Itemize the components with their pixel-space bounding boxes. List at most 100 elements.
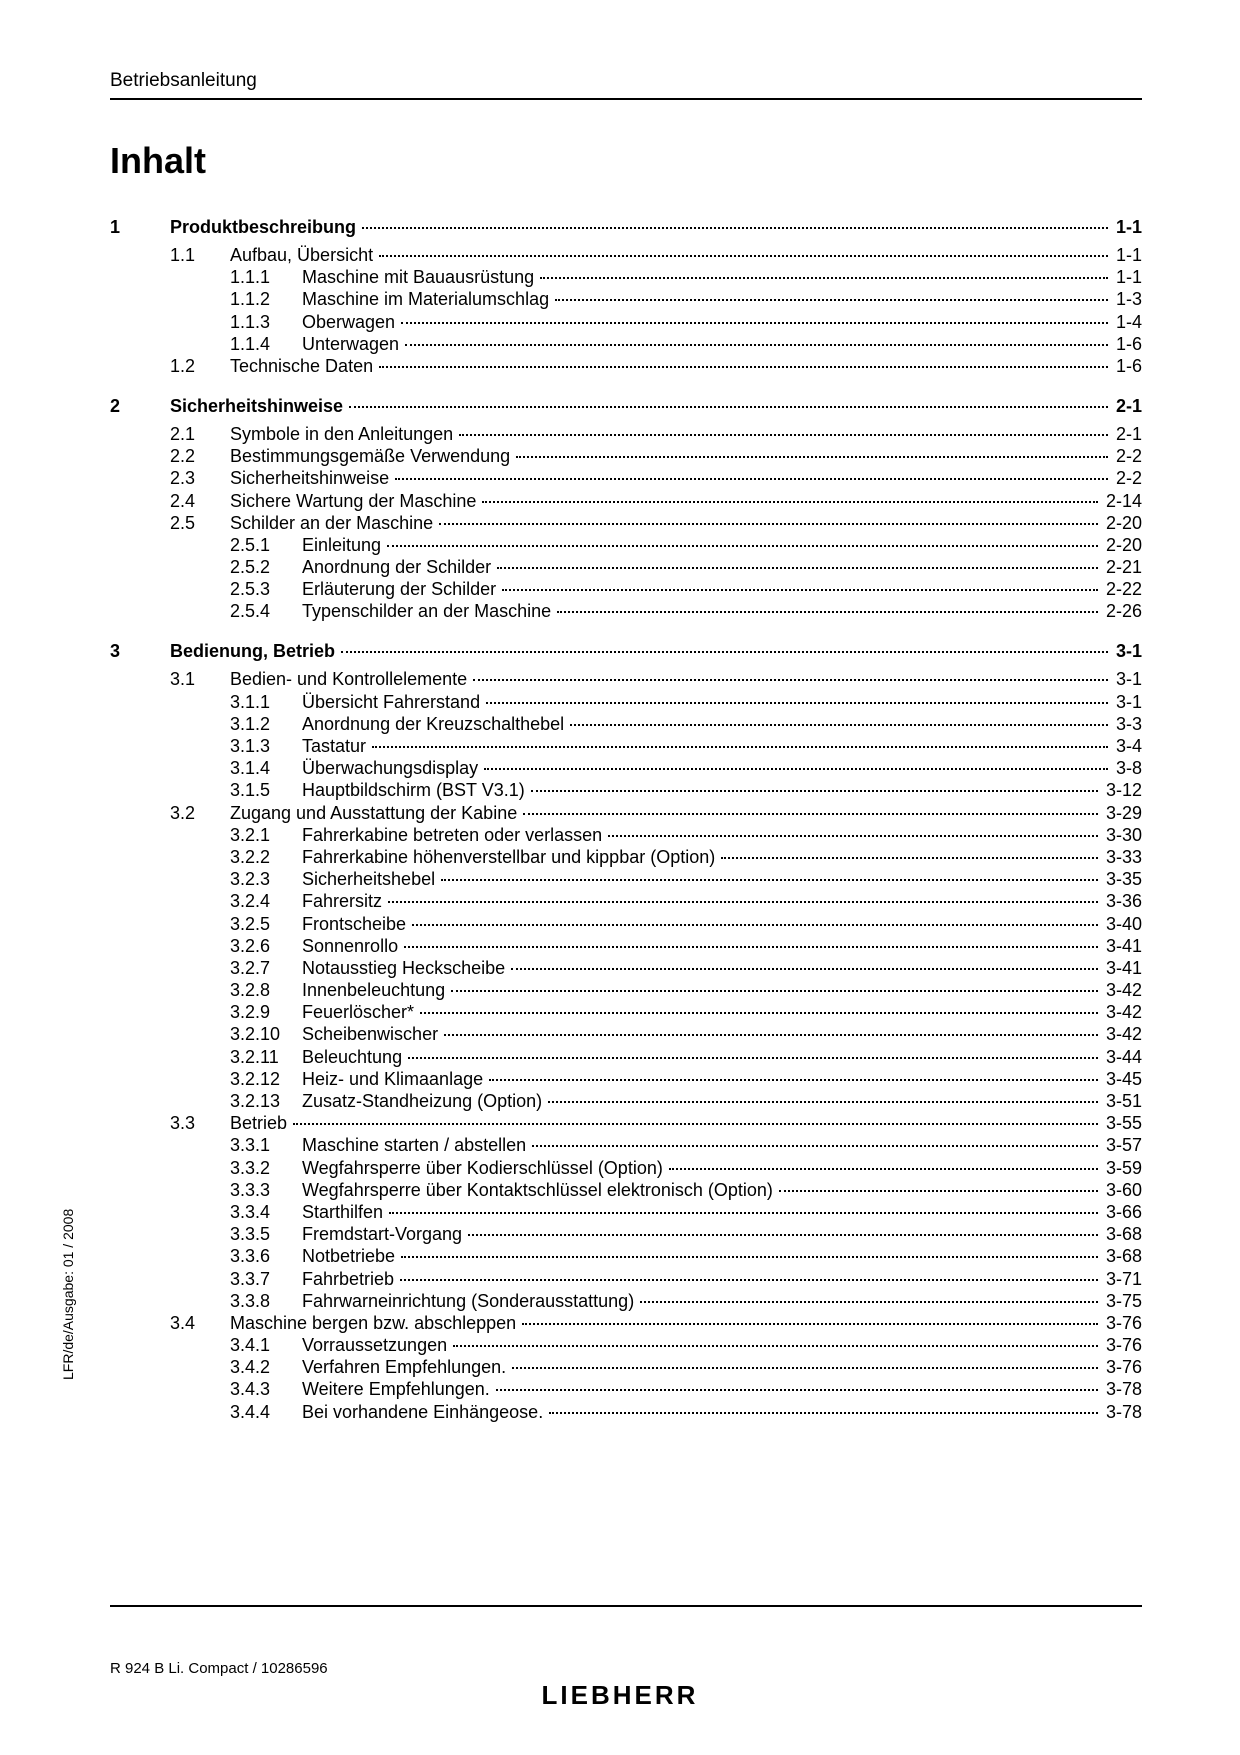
toc-entry-title: Sicherheitshinweise (170, 397, 347, 415)
toc-page-number: 3-59 (1100, 1159, 1142, 1177)
toc-row: 1.1.1Maschine mit Bauausrüstung1-1 (110, 268, 1142, 286)
toc-row: 1.1.4Unterwagen1-6 (110, 335, 1142, 353)
toc-section-number: 2.3 (170, 469, 230, 487)
toc-leader (451, 990, 1098, 992)
table-of-contents: 1Produktbeschreibung1-11.1Aufbau, Übersi… (110, 218, 1142, 1421)
toc-page-number: 2-14 (1100, 492, 1142, 510)
toc-entry-title: Fahrerkabine betreten oder verlassen (302, 826, 606, 844)
toc-row: 3.2.12Heiz- und Klimaanlage3-45 (110, 1070, 1142, 1088)
toc-leader (522, 1323, 1098, 1325)
toc-leader (387, 545, 1098, 547)
toc-row: 3.2.10Scheibenwischer 3-42 (110, 1025, 1142, 1043)
toc-leader (608, 835, 1098, 837)
toc-subsection-number: 3.2.1 (230, 826, 302, 844)
toc-subsection-number: 2.5.3 (230, 580, 302, 598)
toc-page-number: 2-2 (1110, 469, 1142, 487)
toc-entry-title: Technische Daten (230, 357, 377, 375)
toc-entry-title: Heiz- und Klimaanlage (302, 1070, 487, 1088)
toc-page-number: 1-1 (1110, 246, 1142, 264)
toc-row: 2.4Sichere Wartung der Maschine2-14 (110, 492, 1142, 510)
toc-row: 1.2Technische Daten1-6 (110, 357, 1142, 375)
toc-entry-title: Maschine bergen bzw. abschleppen (230, 1314, 520, 1332)
toc-leader (531, 790, 1098, 792)
toc-row: 3.2.4Fahrersitz3-36 (110, 892, 1142, 910)
toc-page-number: 3-41 (1100, 937, 1142, 955)
toc-leader (388, 901, 1098, 903)
toc-section-number: 3.1 (170, 670, 230, 688)
toc-subsection-number: 1.1.1 (230, 268, 302, 286)
toc-leader (341, 651, 1108, 653)
toc-leader (401, 1256, 1098, 1258)
toc-page-number: 3-57 (1100, 1136, 1142, 1154)
toc-leader (441, 879, 1098, 881)
toc-page-number: 3-12 (1100, 781, 1142, 799)
toc-page-number: 3-1 (1110, 693, 1142, 711)
toc-section-number: 1.2 (170, 357, 230, 375)
toc-subsection-number: 3.1.4 (230, 759, 302, 777)
toc-leader (395, 478, 1108, 480)
toc-entry-title: Beleuchtung (302, 1048, 406, 1066)
toc-chapter-number: 1 (110, 218, 170, 236)
toc-entry-title: Scheibenwischer (302, 1025, 442, 1043)
toc-entry-title: Wegfahrsperre über Kodierschlüssel (Opti… (302, 1159, 667, 1177)
toc-entry-title: Zugang und Ausstattung der Kabine (230, 804, 521, 822)
toc-row: 3.2.7Notausstieg Heckscheibe3-41 (110, 959, 1142, 977)
toc-subsection-number: 1.1.4 (230, 335, 302, 353)
toc-subsection-number: 3.4.4 (230, 1403, 302, 1421)
toc-row: 3.1.5Hauptbildschirm (BST V3.1)3-12 (110, 781, 1142, 799)
toc-page-number: 3-30 (1100, 826, 1142, 844)
toc-page-number: 3-1 (1110, 670, 1142, 688)
toc-row: 3.4.1Vorraussetzungen3-76 (110, 1336, 1142, 1354)
toc-entry-title: Vorraussetzungen (302, 1336, 451, 1354)
toc-entry-title: Unterwagen (302, 335, 403, 353)
toc-row: 3.2.13Zusatz-Standheizung (Option)3-51 (110, 1092, 1142, 1110)
header-rule (110, 98, 1142, 100)
toc-section-number: 2.5 (170, 514, 230, 532)
footer-rule (110, 1605, 1142, 1607)
toc-row: 1.1.2Maschine im Materialumschlag 1-3 (110, 290, 1142, 308)
toc-row: 2.2Bestimmungsgemäße Verwendung2-2 (110, 447, 1142, 465)
toc-row: 3.2.1Fahrerkabine betreten oder verlasse… (110, 826, 1142, 844)
toc-leader (532, 1145, 1098, 1147)
toc-entry-title: Starthilfen (302, 1203, 387, 1221)
toc-subsection-number: 3.2.2 (230, 848, 302, 866)
toc-entry-title: Überwachungsdisplay (302, 759, 482, 777)
toc-page-number: 3-1 (1110, 642, 1142, 660)
toc-page-number: 3-35 (1100, 870, 1142, 888)
toc-page-number: 3-42 (1100, 1025, 1142, 1043)
toc-page-number: 3-8 (1110, 759, 1142, 777)
toc-row: 3Bedienung, Betrieb3-1 (110, 642, 1142, 660)
toc-subsection-number: 3.3.5 (230, 1225, 302, 1243)
toc-leader (389, 1212, 1098, 1214)
toc-subsection-number: 3.3.8 (230, 1292, 302, 1310)
toc-row: 3.2.11Beleuchtung3-44 (110, 1048, 1142, 1066)
toc-entry-title: Sonnenrollo (302, 937, 402, 955)
toc-entry-title: Symbole in den Anleitungen (230, 425, 457, 443)
toc-leader (379, 366, 1108, 368)
toc-page-number: 3-40 (1100, 915, 1142, 933)
toc-leader (362, 227, 1108, 229)
toc-subsection-number: 3.1.2 (230, 715, 302, 733)
toc-page-number: 3-66 (1100, 1203, 1142, 1221)
toc-row: 3.4.2Verfahren Empfehlungen.3-76 (110, 1358, 1142, 1376)
toc-page-number: 3-78 (1100, 1403, 1142, 1421)
toc-leader (523, 813, 1098, 815)
toc-subsection-number: 1.1.2 (230, 290, 302, 308)
toc-row: 3.3.3Wegfahrsperre über Kontaktschlüssel… (110, 1181, 1142, 1199)
toc-leader (512, 1367, 1098, 1369)
toc-entry-title: Maschine im Materialumschlag (302, 290, 553, 308)
toc-entry-title: Innenbeleuchtung (302, 981, 449, 999)
toc-row: 3.3.4Starthilfen3-66 (110, 1203, 1142, 1221)
toc-entry-title: Notbetriebe (302, 1247, 399, 1265)
toc-leader (640, 1301, 1098, 1303)
toc-subsection-number: 3.2.10 (230, 1025, 302, 1043)
toc-subsection-number: 1.1.3 (230, 313, 302, 331)
toc-row: 3.2.6Sonnenrollo3-41 (110, 937, 1142, 955)
toc-leader (484, 768, 1108, 770)
toc-page-number: 1-1 (1110, 218, 1142, 236)
toc-entry-title: Sichere Wartung der Maschine (230, 492, 480, 510)
toc-entry-title: Zusatz-Standheizung (Option) (302, 1092, 546, 1110)
toc-entry-title: Feuerlöscher* (302, 1003, 418, 1021)
toc-page-number: 1-3 (1110, 290, 1142, 308)
toc-leader (444, 1034, 1098, 1036)
